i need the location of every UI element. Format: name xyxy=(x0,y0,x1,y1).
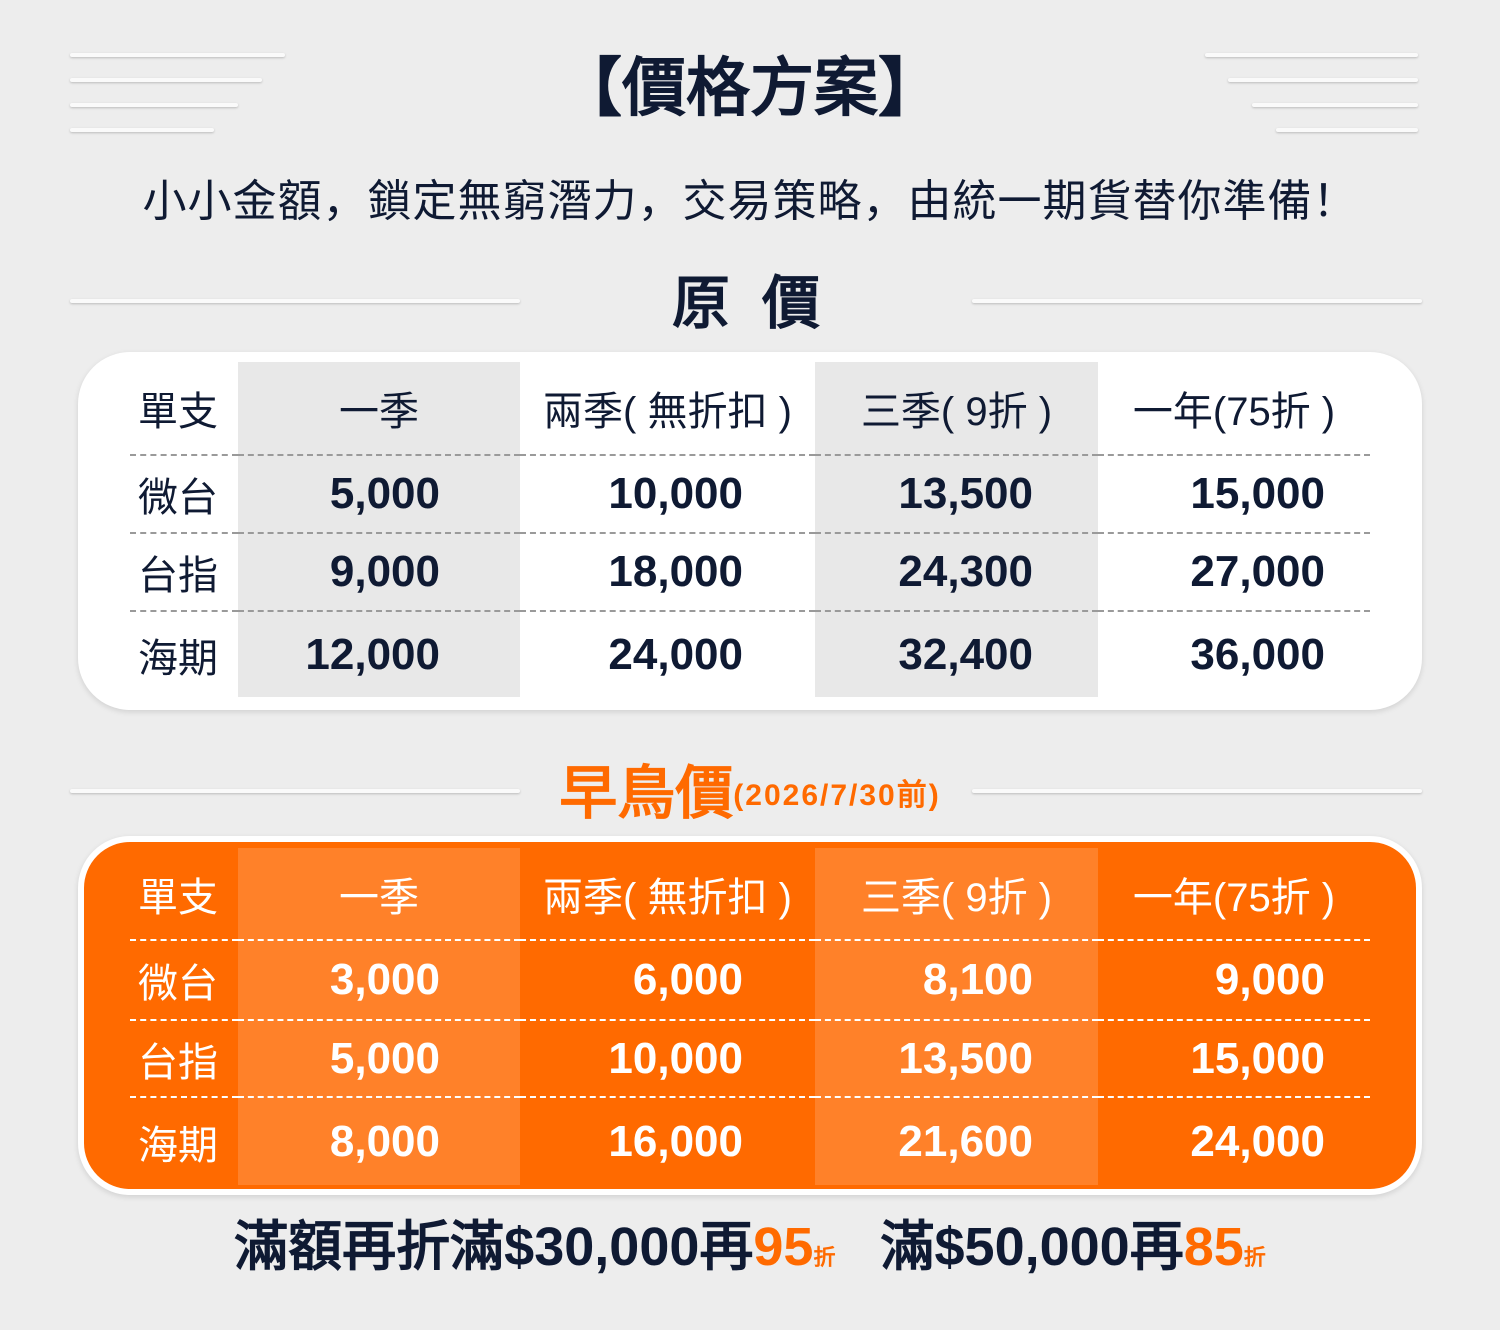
price-cell: 36,000 xyxy=(1190,629,1325,679)
table-row: 台指 9,000 18,000 24,300 27,000 xyxy=(130,533,1370,611)
price-cell: 18,000 xyxy=(608,547,743,596)
section-divider xyxy=(972,299,1422,303)
header-cell: 三季( 9折 ) xyxy=(815,848,1098,940)
price-cell: 21,600 xyxy=(815,1097,1098,1185)
promo-unit: 折 xyxy=(813,1245,836,1270)
header-cell: 單支 xyxy=(138,390,218,434)
decorative-line xyxy=(70,103,238,107)
price-cell: 15,000 xyxy=(1190,469,1325,518)
price-cell: 3,000 xyxy=(238,940,520,1020)
price-cell: 8,000 xyxy=(238,1097,520,1185)
price-cell: 10,000 xyxy=(608,469,743,518)
header-cell: 三季( 9折 ) xyxy=(815,362,1098,455)
early-bird-title: 早鳥價 xyxy=(559,761,734,826)
header-cell: 一季 xyxy=(238,848,520,940)
table-header-row: 單支 一季 兩季( 無折扣 ) 三季( 9折 ) 一年(75折 ) xyxy=(130,362,1370,455)
promo-text: 滿額再折滿$30,000再 xyxy=(234,1217,754,1277)
table-row: 海期 8,000 16,000 21,600 24,000 xyxy=(130,1097,1370,1185)
price-cell: 10,000 xyxy=(608,1033,743,1083)
price-cell: 24,300 xyxy=(815,533,1098,611)
price-cell: 15,000 xyxy=(1190,1033,1325,1083)
decorative-line xyxy=(1276,128,1418,132)
promo-discount: 85 xyxy=(1183,1217,1244,1277)
table-row: 海期 12,000 24,000 32,400 36,000 xyxy=(130,611,1370,697)
table-row: 微台 3,000 6,000 8,100 9,000 xyxy=(130,940,1370,1020)
decorative-line xyxy=(1228,78,1418,82)
promo-unit: 折 xyxy=(1243,1245,1266,1270)
decorative-line xyxy=(70,53,285,57)
page-title: 【價格方案】 xyxy=(558,52,942,124)
price-cell: 12,000 xyxy=(238,611,520,697)
price-cell: 27,000 xyxy=(1190,547,1325,596)
row-label: 台指 xyxy=(138,554,218,598)
original-price-table-card: 單支 一季 兩季( 無折扣 ) 三季( 9折 ) 一年(75折 ) 微台 5,0… xyxy=(78,352,1422,710)
row-label: 微台 xyxy=(138,962,218,1006)
price-cell: 13,500 xyxy=(815,1020,1098,1097)
header-cell: 兩季( 無折扣 ) xyxy=(543,875,792,920)
price-cell: 6,000 xyxy=(632,955,743,1004)
price-cell: 24,000 xyxy=(608,629,743,679)
price-cell: 9,000 xyxy=(1214,955,1325,1004)
header-cell: 兩季( 無折扣 ) xyxy=(543,390,792,434)
price-cell: 24,000 xyxy=(1190,1116,1325,1166)
original-price-heading: 原 價 xyxy=(671,271,829,336)
early-bird-table-card: 單支 一季 兩季( 無折扣 ) 三季( 9折 ) 一年(75折 ) 微台 3,0… xyxy=(78,836,1422,1195)
table-row: 微台 5,000 10,000 13,500 15,000 xyxy=(130,455,1370,533)
row-label: 海期 xyxy=(138,1123,218,1168)
promo-text: 滿$50,000再 xyxy=(880,1217,1184,1277)
price-cell: 5,000 xyxy=(238,455,520,533)
table-header-row: 單支 一季 兩季( 無折扣 ) 三季( 9折 ) 一年(75折 ) xyxy=(130,848,1370,940)
header-cell: 一年(75折 ) xyxy=(1132,390,1336,434)
price-cell: 5,000 xyxy=(238,1020,520,1097)
table-row: 台指 5,000 10,000 13,500 15,000 xyxy=(130,1020,1370,1097)
original-price-table: 單支 一季 兩季( 無折扣 ) 三季( 9折 ) 一年(75折 ) 微台 5,0… xyxy=(130,362,1370,697)
decorative-line xyxy=(70,128,214,132)
early-bird-deadline: (2026/7/30前) xyxy=(733,779,941,812)
section-divider xyxy=(70,789,520,793)
row-label: 微台 xyxy=(138,476,218,520)
section-divider xyxy=(972,789,1422,793)
price-cell: 9,000 xyxy=(238,533,520,611)
section-divider xyxy=(70,299,520,303)
promo-discount: 95 xyxy=(753,1217,814,1277)
price-cell: 13,500 xyxy=(815,455,1098,533)
page-subtitle: 小小金額，鎖定無窮潛力，交易策略，由統一期貨替你準備！ xyxy=(142,177,1358,226)
price-cell: 8,100 xyxy=(815,940,1098,1020)
volume-discount-banner: 滿額再折滿$30,000再95折 滿$50,000再85折 xyxy=(0,1212,1500,1293)
header-cell: 一年(75折 ) xyxy=(1132,875,1336,920)
row-label: 海期 xyxy=(138,636,218,681)
decorative-line xyxy=(70,78,262,82)
price-cell: 32,400 xyxy=(815,611,1098,697)
decorative-line xyxy=(1205,53,1418,57)
price-cell: 16,000 xyxy=(608,1116,743,1166)
decorative-line xyxy=(1252,103,1418,107)
row-label: 台指 xyxy=(138,1040,218,1085)
header-cell: 一季 xyxy=(238,362,520,455)
early-bird-heading: 早鳥價(2026/7/30前) xyxy=(0,758,1500,832)
header-cell: 單支 xyxy=(138,875,218,920)
early-bird-table: 單支 一季 兩季( 無折扣 ) 三季( 9折 ) 一年(75折 ) 微台 3,0… xyxy=(130,848,1370,1185)
